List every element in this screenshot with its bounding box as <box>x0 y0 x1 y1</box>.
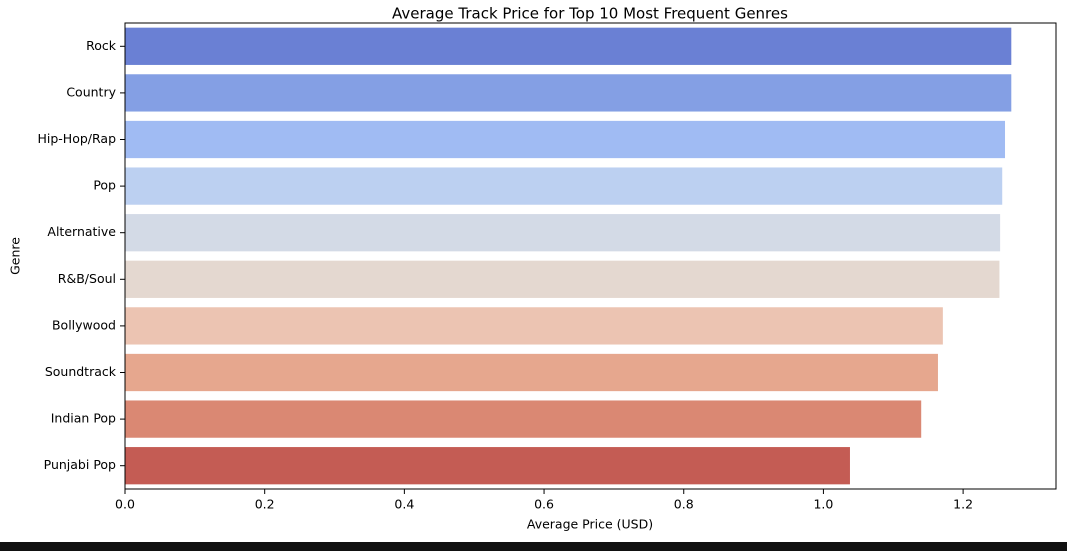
bar <box>125 307 943 345</box>
y-axis-label: Genre <box>8 237 23 275</box>
y-tick-label: R&B/Soul <box>58 271 116 286</box>
bar <box>125 214 1001 252</box>
x-tick-label: 1.0 <box>813 497 833 512</box>
x-tick-label: 0.2 <box>255 497 275 512</box>
bar <box>125 27 1012 65</box>
bar <box>125 260 1000 298</box>
y-tick-label: Indian Pop <box>51 411 116 426</box>
y-tick-label: Country <box>66 84 116 99</box>
x-tick-label: 0.0 <box>115 497 135 512</box>
bar <box>125 120 1006 159</box>
bar <box>125 74 1012 112</box>
y-tick-label: Bollywood <box>52 317 116 332</box>
y-tick-label: Alternative <box>47 224 116 239</box>
chart-title: Average Track Price for Top 10 Most Freq… <box>392 5 788 23</box>
x-tick-label: 0.8 <box>674 497 694 512</box>
y-tick-label: Pop <box>93 178 116 193</box>
x-tick-label: 0.6 <box>534 497 554 512</box>
plot-frame <box>124 22 1057 490</box>
bar <box>125 400 922 438</box>
y-tick-label: Punjabi Pop <box>44 457 116 472</box>
bar <box>125 167 1003 205</box>
bottom-bar <box>0 542 1067 551</box>
y-tick-label: Hip-Hop/Rap <box>37 131 116 146</box>
x-tick-label: 0.4 <box>394 497 414 512</box>
y-tick-label: Soundtrack <box>45 364 117 379</box>
x-axis-label: Average Price (USD) <box>527 517 653 532</box>
x-tick-label: 1.2 <box>953 497 973 512</box>
bar <box>125 447 850 485</box>
bar <box>125 353 938 392</box>
y-tick-label: Rock <box>86 38 117 53</box>
